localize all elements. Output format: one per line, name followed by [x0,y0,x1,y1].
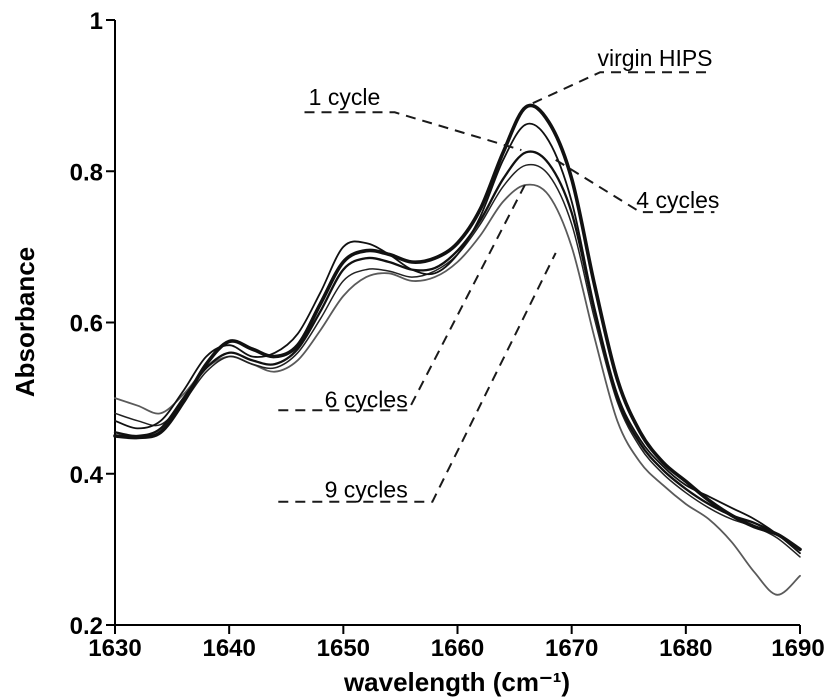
series-line-1-cycle [114,122,801,555]
series-line-virgin-hips [113,103,802,552]
x-axis-title: wavelength (cm⁻¹) [343,667,570,697]
y-tick-label: 1 [90,8,103,35]
series-line-4-cycles [113,150,802,551]
annotation-label-4-cycles: 4 cycles [636,187,719,213]
y-tick-label: 0.8 [70,159,103,186]
x-tick-label: 1660 [431,635,484,662]
annotation-label-9-cycles: 9 cycles [325,477,408,503]
series-line-9-cycles [114,183,801,596]
x-tick-label: 1640 [202,635,255,662]
leader-line-6-cycles [278,184,526,412]
y-tick-label: 0.2 [70,613,103,640]
leader-line-1-cycle [304,111,522,152]
y-tick-label: 0.6 [70,311,103,338]
plot-area: 1630 1640 1650 1660 1670 1680 1690 0.2 0.4 0.6 0.8… [70,8,824,662]
annotation-label-6-cycles: 6 cycles [325,387,408,413]
x-tick-label: 1650 [317,635,370,662]
x-tick-label: 1690 [771,635,824,662]
leader-line-9-cycles [278,252,557,503]
annotation-label-virgin-hips: virgin HIPS [597,45,712,71]
y-axis-title: Absorbance [10,247,40,397]
x-tick-label: 1680 [659,635,712,662]
y-tick-label: 0.4 [70,462,104,489]
annotation-label-1-cycle: 1 cycle [309,84,381,110]
x-tick-label: 1630 [88,635,141,662]
leader-line-virgin-hips [532,71,713,105]
x-tick-label: 1670 [545,635,598,662]
